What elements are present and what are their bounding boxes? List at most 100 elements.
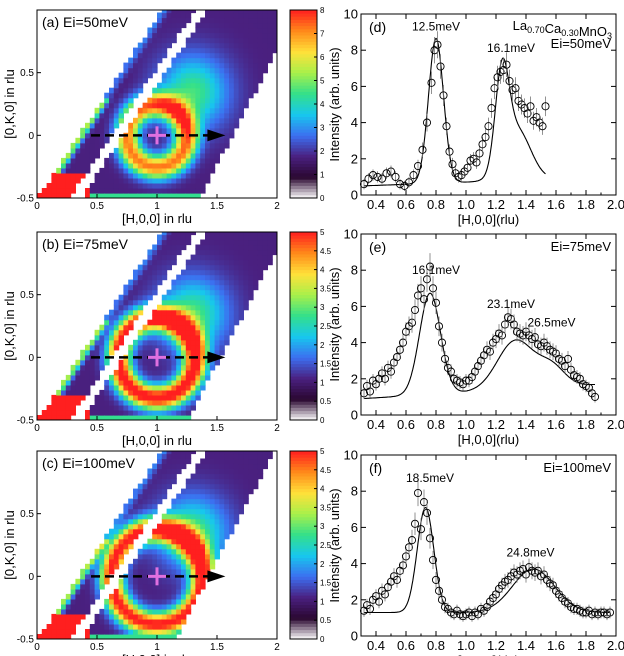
heatmap-cell (181, 188, 187, 194)
heatmap-cell (195, 523, 201, 530)
heatmap-cell (157, 122, 163, 129)
data-point (404, 178, 414, 187)
heatmap-cell (205, 538, 211, 545)
heatmap-cell (89, 344, 96, 351)
heatmap-cell (185, 608, 192, 615)
data-point (472, 158, 481, 167)
heatmap-cell (99, 573, 105, 580)
colorbar-segment (290, 75, 317, 80)
colorbar-segment (290, 545, 317, 549)
heatmap-cell (171, 379, 177, 386)
heatmap-cell (171, 294, 177, 301)
heatmap-cell (142, 299, 148, 306)
heatmap-cell (205, 17, 211, 24)
heatmap-cell (205, 558, 211, 565)
heatmap-cell (128, 72, 134, 79)
heatmap-cell (233, 314, 240, 321)
heatmap-cell (238, 264, 244, 271)
heatmap-cell (89, 127, 96, 134)
heatmap-cell (209, 269, 216, 276)
heatmap-cell (200, 513, 206, 520)
heatmap-cell (118, 162, 124, 169)
heatmap-cell (238, 77, 244, 84)
heatmap-cell (157, 624, 163, 630)
colorbar-segment (290, 573, 317, 577)
heatmap-cell (176, 349, 182, 356)
heatmap-cell (171, 10, 177, 14)
heatmap-cell (243, 274, 249, 281)
heatmap-cell (229, 503, 235, 510)
heatmap-cell (133, 157, 139, 164)
x-tick-label: 0 (34, 423, 40, 434)
heatmap-cell (200, 473, 206, 480)
heatmap-cell (157, 553, 163, 560)
heatmap-cell (128, 523, 134, 530)
heatmap-cell (133, 364, 139, 371)
heatmap-cell (195, 162, 201, 169)
heatmap-cell (161, 518, 168, 525)
colorbar-segment (290, 360, 317, 365)
heatmap-cell (205, 47, 211, 54)
heatmap-cell (89, 188, 96, 194)
heatmap-cell (137, 62, 144, 69)
heatmap-cell (113, 629, 120, 635)
heatmap-cell (152, 603, 158, 610)
heatmap-cell (224, 488, 230, 495)
heatmap-cell (166, 157, 172, 164)
heatmap-cell (176, 451, 182, 455)
heatmap-cell (104, 319, 110, 326)
heatmap-cell (195, 117, 201, 124)
colorbar-segment (290, 382, 317, 386)
heatmap-cell (176, 513, 182, 520)
heatmap-cell (46, 415, 52, 420)
heatmap-cell (166, 117, 172, 124)
heatmap-cell (104, 117, 110, 124)
heatmap-cell (161, 483, 168, 490)
heatmap-cell (267, 10, 273, 14)
heatmap-cell (123, 172, 129, 179)
heatmap-cell (109, 399, 115, 406)
heatmap-cell (113, 415, 120, 420)
heatmap-cell (133, 294, 139, 301)
heatmap-cell (123, 188, 129, 194)
heatmap-cell (142, 578, 148, 585)
heatmap-cell (65, 634, 72, 639)
heatmap-cell (205, 172, 211, 179)
heatmap-cell (181, 553, 187, 560)
heatmap-cell (123, 548, 129, 555)
colorbar-segment (290, 554, 317, 558)
heatmap-cell (214, 77, 220, 84)
heatmap-cell (161, 27, 168, 34)
data-point (434, 322, 444, 331)
y-axis-label: Intensity (arb. units) (327, 488, 342, 602)
heatmap-cell (257, 42, 264, 49)
heatmap-cell (157, 12, 163, 19)
heatmap-cell (118, 142, 124, 149)
data-point (484, 122, 493, 131)
colorbar-segment (290, 369, 317, 374)
heatmap-cell (176, 468, 182, 475)
colorbar-segment (290, 617, 317, 621)
heatmap-cell (118, 603, 124, 610)
heatmap-cell (272, 249, 277, 256)
heatmap-cell (137, 528, 144, 535)
heatmap-cell (152, 167, 158, 174)
y-tick-label: 2 (351, 371, 358, 386)
heatmap-cell (161, 359, 168, 366)
heatmap-cell (209, 563, 216, 570)
heatmap-cell (219, 538, 225, 545)
colorbar-segment (290, 163, 317, 168)
heatmap-cell (229, 468, 235, 475)
heatmap-cell (195, 57, 201, 64)
heatmap-cell (205, 12, 211, 19)
heatmap-cell (123, 284, 129, 291)
heatmap-cell (85, 415, 91, 420)
heatmap-cell (166, 309, 172, 316)
heatmap-cell (137, 394, 144, 401)
heatmap-cell (94, 369, 100, 376)
heatmap-cell (123, 77, 129, 84)
heatmap-cell (200, 67, 206, 74)
heatmap-cell (166, 629, 172, 635)
data-point (413, 291, 423, 300)
heatmap-cell (128, 513, 134, 520)
